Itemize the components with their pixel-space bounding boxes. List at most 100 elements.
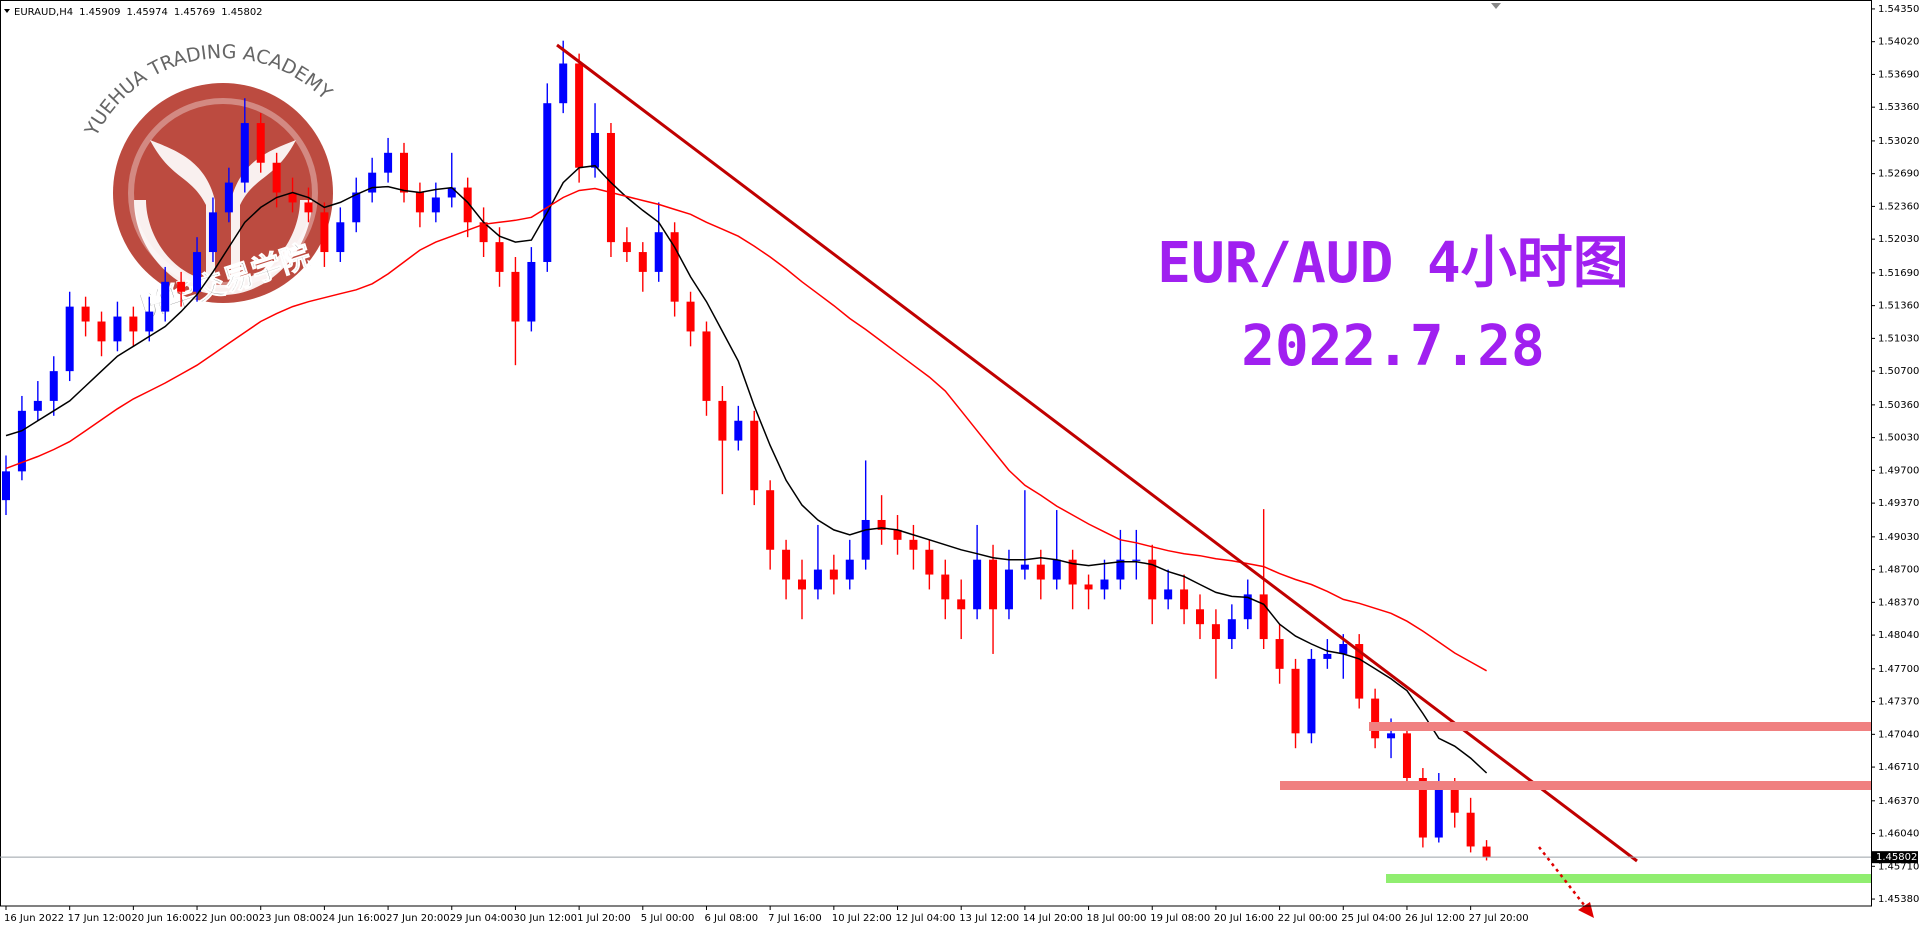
candle-body [256,123,265,163]
candle-body [1371,698,1380,739]
candle-body [288,192,297,203]
y-tick-label: 1.48040 [1878,630,1919,641]
candle-body [415,192,424,213]
candle-body [384,152,393,173]
x-tick-label: 17 Jun 12:00 [68,913,132,924]
scroll-marker [1491,3,1501,9]
candle-body [1132,559,1141,561]
y-tick-label: 1.52690 [1878,169,1919,180]
y-tick-label: 1.51690 [1878,268,1919,279]
candle-body [1227,619,1236,640]
candle-body [638,252,647,272]
x-tick-label: 23 Jun 08:00 [259,913,323,924]
candle-body [1402,733,1411,778]
candle-body [17,410,26,472]
candle-body [543,103,552,262]
annotation-date: 2022.7.28 [1241,314,1544,379]
candle-body [65,306,74,372]
candle-body [782,549,791,580]
candle-body [368,172,377,193]
candle-body [1434,787,1443,838]
candle-body [989,559,998,610]
candle-body [893,529,902,540]
candle-body [2,471,10,501]
x-tick-label: 18 Jul 00:00 [1087,913,1147,924]
candle-body [861,519,870,560]
candle-body [1116,559,1125,580]
candle-body [622,242,631,253]
candle-body [686,301,695,332]
x-tick-label: 20 Jun 16:00 [131,913,195,924]
candle-body [1084,584,1093,590]
header-text: EURAUD,H4 1.45909 1.45974 1.45769 1.45802 [14,7,263,18]
candle-body [1307,658,1316,734]
candle-body [1387,733,1396,739]
moving-average [5,164,1488,774]
y-tick-label: 1.48700 [1878,565,1919,576]
x-tick-label: 5 Jul 00:00 [641,913,695,924]
y-tick-label: 1.54020 [1878,37,1919,48]
resistance-zone [1369,722,1871,731]
y-tick-label: 1.48370 [1878,597,1919,608]
x-tick-label: 27 Jul 20:00 [1469,913,1529,924]
candle-body [1323,653,1332,659]
candle-body [336,222,345,253]
support-zone [1386,874,1871,883]
candle-body [511,271,520,322]
candle-body [1052,559,1061,580]
candle-body [463,187,472,223]
candle-body [798,579,806,590]
y-tick-label: 1.53690 [1878,69,1919,80]
candle-body [1482,846,1491,858]
x-tick-label: 24 Jun 16:00 [322,913,386,924]
menu-arrow [4,9,10,13]
y-tick-label: 1.50030 [1878,433,1919,444]
candle-body [1068,559,1077,585]
candle-body [1418,777,1427,838]
candle-body [925,549,934,575]
candle-body [750,420,759,491]
y-tick-label: 1.50360 [1878,400,1919,411]
x-tick-label: 25 Jul 04:00 [1341,913,1401,924]
candle-body [606,132,615,243]
x-tick-label: 1 Jul 20:00 [577,913,631,924]
y-tick-label: 1.47370 [1878,697,1919,708]
candle-body [1180,589,1189,610]
candle-body [1259,594,1268,640]
candle-body [718,400,727,441]
candle-body [495,242,504,272]
y-tick-label: 1.45710 [1878,861,1919,872]
candle-body [97,321,106,342]
candle-body [829,569,838,580]
candle-body [81,306,90,322]
x-tick-label: 13 Jul 12:00 [959,913,1019,924]
candle-body [973,559,982,610]
y-tick-label: 1.45380 [1878,894,1919,905]
candle-body [1243,594,1252,620]
candle-body [1339,644,1348,654]
y-tick-label: 1.47700 [1878,664,1919,675]
candle-body [177,281,186,292]
candle-body [1036,564,1045,580]
candle-body [766,490,775,550]
candle-body [591,132,600,168]
y-tick-label: 1.54350 [1878,4,1919,15]
x-tick-label: 22 Jul 00:00 [1278,913,1338,924]
y-tick-label: 1.53360 [1878,102,1919,113]
y-tick-label: 1.52360 [1878,201,1919,212]
candle-body [734,420,743,441]
candle-body [559,63,568,104]
x-tick-label: 6 Jul 08:00 [704,913,758,924]
candle-body [1291,668,1300,734]
plot-border [0,0,1872,907]
candle-body [304,202,313,213]
candle-body [877,519,886,530]
candle-body [320,212,329,253]
candle-body [240,123,249,183]
candle-body [654,232,663,272]
y-tick-label: 1.46370 [1878,796,1919,807]
candle-body [1164,589,1173,600]
header-low: 1.45769 [174,7,215,18]
x-tick-label: 26 Jul 12:00 [1405,913,1465,924]
